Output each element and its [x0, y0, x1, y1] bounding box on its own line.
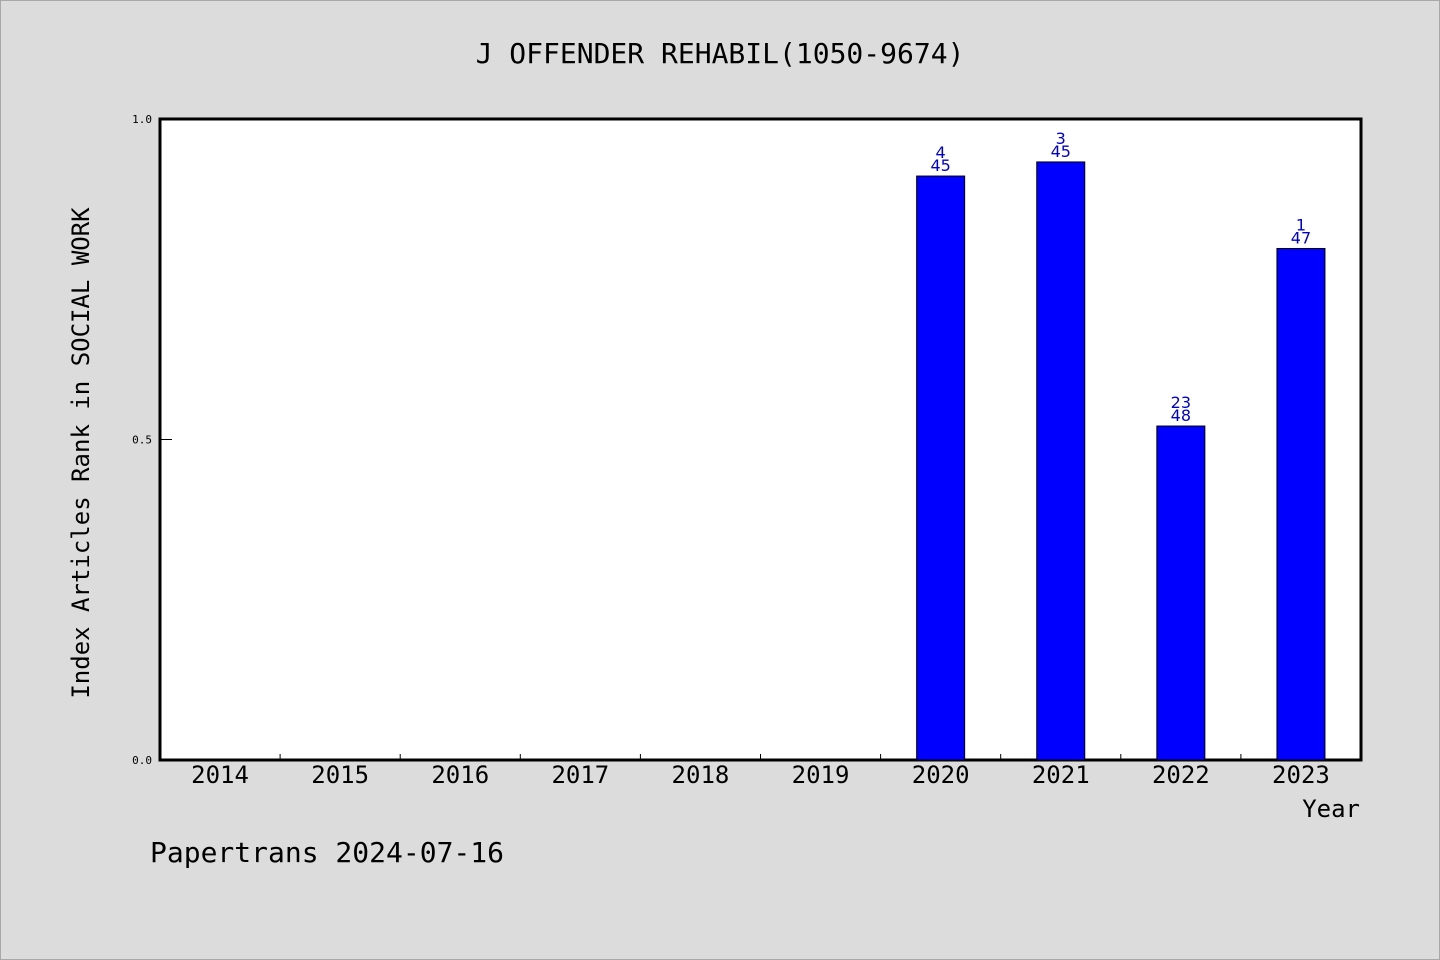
footer-text: Papertrans 2024-07-16 [150, 836, 504, 869]
x-tick-label: 2017 [551, 761, 609, 789]
x-tick-label: 2014 [191, 761, 249, 789]
bar-2022 [1156, 425, 1206, 761]
bar-label-bottom: 48 [1171, 406, 1191, 425]
x-axis-label: Year [1302, 795, 1360, 823]
x-tick-label: 2020 [912, 761, 970, 789]
x-tick-label: 2018 [672, 761, 730, 789]
x-tick-label: 2015 [311, 761, 369, 789]
bar-label-bottom: 45 [930, 156, 950, 175]
x-tick-label: 2019 [792, 761, 850, 789]
bar-label-bottom: 45 [1051, 142, 1071, 161]
bar-label-top: 1 [1296, 215, 1306, 234]
y-tick-label: 1.0 [132, 113, 152, 126]
bar-2023 [1276, 247, 1326, 761]
x-tick-label: 2021 [1032, 761, 1090, 789]
bars-group [916, 161, 1326, 761]
bar-2021 [1036, 161, 1086, 761]
bar-2020 [916, 175, 966, 761]
chart-title: J OFFENDER REHABIL(1050-9674) [476, 37, 965, 70]
bar-label-top: 4 [936, 143, 946, 162]
x-tick-label: 2022 [1152, 761, 1210, 789]
y-axis-label: Index Articles Rank in SOCIAL WORK [67, 207, 95, 699]
y-tick-label: 0.0 [132, 754, 152, 767]
y-tick-label: 0.5 [132, 434, 152, 447]
y-axis-ticks: 0.0 0.5 1.0 [132, 113, 172, 767]
bar-label-top: 3 [1056, 129, 1066, 148]
x-axis-ticks: 2014 2015 2016 2017 2018 2019 2020 2021 2022 2023 [191, 754, 1330, 789]
x-tick-label: 2023 [1272, 761, 1330, 789]
bar-label-top: 23 [1171, 393, 1191, 412]
x-tick-label: 2016 [431, 761, 489, 789]
bar-label-bottom: 47 [1291, 228, 1311, 247]
